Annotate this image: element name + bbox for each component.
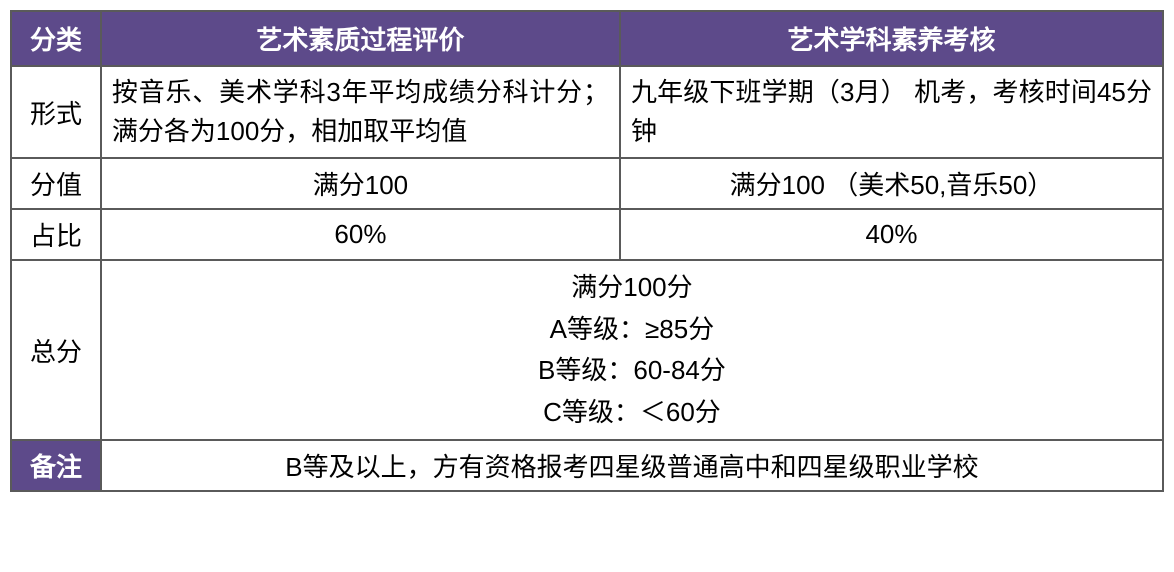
ratio-col1: 60% (101, 209, 620, 260)
note-content: B等及以上，方有资格报考四星级普通高中和四星级职业学校 (101, 440, 1163, 491)
total-content: 满分100分 A等级：≥85分 B等级：60-84分 C等级：＜60分 (101, 260, 1163, 440)
format-col2: 九年级下班学期（3月） 机考，考核时间45分钟 (620, 66, 1163, 158)
format-label: 形式 (11, 66, 101, 158)
art-evaluation-table: 分类 艺术素质过程评价 艺术学科素养考核 形式 按音乐、美术学科3年平均成绩分科… (10, 10, 1164, 492)
header-row: 分类 艺术素质过程评价 艺术学科素养考核 (11, 11, 1163, 66)
header-process-eval: 艺术素质过程评价 (101, 11, 620, 66)
total-line4: C等级：＜60分 (112, 392, 1152, 434)
score-col1: 满分100 (101, 158, 620, 209)
total-row: 总分 满分100分 A等级：≥85分 B等级：60-84分 C等级：＜60分 (11, 260, 1163, 440)
score-label: 分值 (11, 158, 101, 209)
ratio-col2: 40% (620, 209, 1163, 260)
score-col2: 满分100 （美术50,音乐50） (620, 158, 1163, 209)
score-row: 分值 满分100 满分100 （美术50,音乐50） (11, 158, 1163, 209)
total-label: 总分 (11, 260, 101, 440)
total-line3: B等级：60-84分 (112, 350, 1152, 392)
ratio-row: 占比 60% 40% (11, 209, 1163, 260)
note-row: 备注 B等及以上，方有资格报考四星级普通高中和四星级职业学校 (11, 440, 1163, 491)
ratio-label: 占比 (11, 209, 101, 260)
note-label: 备注 (11, 440, 101, 491)
total-line1: 满分100分 (112, 267, 1152, 309)
header-subject-assess: 艺术学科素养考核 (620, 11, 1163, 66)
format-col1: 按音乐、美术学科3年平均成绩分科计分；满分各为100分，相加取平均值 (101, 66, 620, 158)
format-row: 形式 按音乐、美术学科3年平均成绩分科计分；满分各为100分，相加取平均值 九年… (11, 66, 1163, 158)
header-category: 分类 (11, 11, 101, 66)
total-line2: A等级：≥85分 (112, 309, 1152, 351)
